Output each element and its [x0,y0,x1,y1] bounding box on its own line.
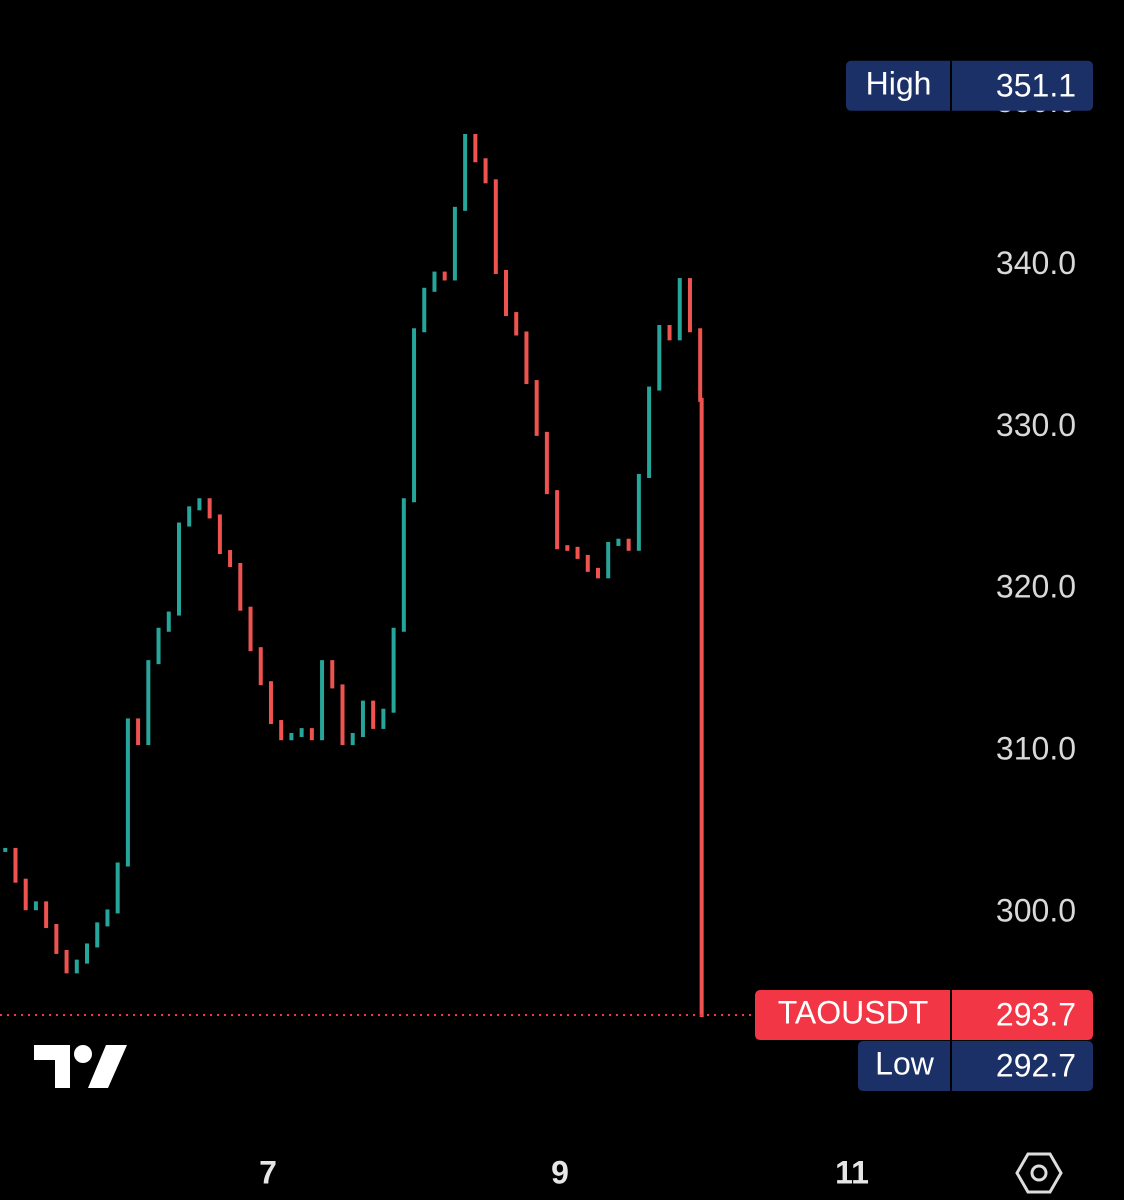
price-bar [13,847,18,883]
price-bar [647,386,652,478]
price-bar [698,328,703,402]
price-bar [217,514,222,555]
price-bar [320,660,325,741]
last-label: TAOUSDT [778,995,929,1031]
price-bar [197,498,202,511]
price-bar [115,862,120,914]
price-bar [699,397,704,1018]
price-bar [493,179,498,274]
price-bar [360,700,365,737]
price-bar [381,708,386,729]
price-bar [44,901,49,929]
price-bar [228,550,233,567]
price-bar [463,133,468,211]
price-bar [401,498,406,632]
price-bar [473,133,478,163]
price-bar [289,732,294,741]
price-bar [565,545,570,551]
price-bar [432,271,437,292]
price-bar [391,627,396,713]
price-bar [299,728,304,737]
price-bar [585,554,590,572]
price-bar [677,278,682,341]
price-bar [636,473,641,551]
last-value: 293.7 [996,997,1076,1033]
price-bar [483,158,488,184]
price-bar [279,720,284,741]
price-bar [371,700,376,729]
x-tick-label: 7 [259,1154,277,1190]
price-bar [657,325,662,391]
price-bar [3,847,8,852]
price-bar [544,431,549,495]
last-badge [755,990,1093,1041]
price-bar [606,541,611,579]
price-bar [64,949,69,974]
price-bar [23,878,28,911]
price-bar [442,271,447,281]
price-bars [3,133,704,1018]
price-bar [207,498,212,519]
price-bar [238,563,243,611]
y-tick-label: 340.0 [996,245,1076,281]
price-bar [166,611,171,632]
price-bar [125,718,130,867]
price-bar [595,567,600,579]
y-tick-label: 330.0 [996,407,1076,443]
price-bar [575,546,580,559]
price-bar [616,538,621,546]
price-bar [268,681,273,725]
low-label: Low [875,1046,935,1082]
price-bar [524,331,529,385]
high-badge [846,60,1093,111]
price-bar [176,522,181,616]
x-tick-label: 11 [835,1154,869,1190]
price-bar [555,490,560,550]
y-tick-label: 320.0 [996,569,1076,605]
price-bar [54,924,59,954]
price-bar [504,269,509,317]
price-bar [136,718,141,746]
price-bar [95,922,100,948]
x-tick-label: 9 [551,1154,569,1190]
price-bar [187,506,192,527]
price-bar [156,627,161,665]
logo [34,1045,127,1088]
price-bar [330,660,335,689]
price-bar [626,538,631,551]
price-bar [340,684,345,746]
price-bar [534,380,539,436]
high-value: 351.1 [996,67,1076,103]
price-bar [514,312,519,336]
price-bar [258,647,263,686]
low-value: 292.7 [996,1048,1076,1084]
price-bar [309,728,314,741]
price-bar [667,325,672,341]
settings-icon[interactable] [1015,1152,1063,1194]
price-bar [74,959,79,974]
price-bar [687,278,692,333]
price-bar [412,328,417,503]
price-bar [350,732,355,746]
y-tick-label: 300.0 [996,893,1076,929]
price-bar [422,287,427,333]
price-bar [248,606,253,652]
price-bar [33,901,38,911]
price-bar [146,660,151,746]
price-bar [105,909,110,927]
price-bar [452,206,457,281]
y-tick-label: 310.0 [996,731,1076,767]
low-badge [858,1041,1093,1092]
price-bar [85,943,90,964]
high-label: High [866,65,932,101]
